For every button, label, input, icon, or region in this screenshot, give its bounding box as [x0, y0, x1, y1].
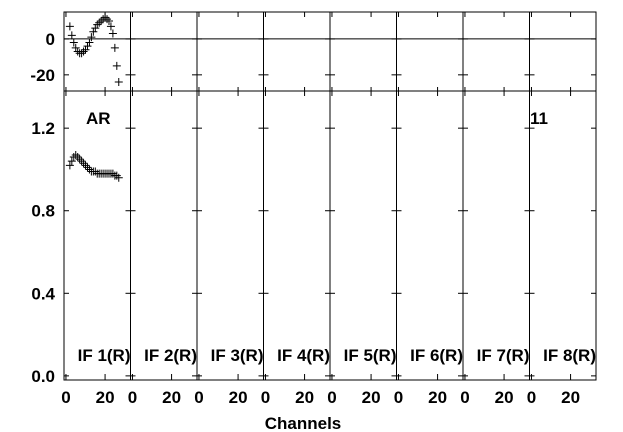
- panel-label-if2: IF 2(R): [144, 346, 197, 365]
- panel-label-if1: IF 1(R): [78, 346, 131, 365]
- amp-y-tick-label: 0.0: [31, 367, 55, 386]
- x-tick-label: 20: [428, 388, 447, 407]
- amp-frame-4: [263, 90, 331, 381]
- panel-label-if8: IF 8(R): [543, 346, 596, 365]
- phase-point: [85, 38, 94, 47]
- panel-label-if5: IF 5(R): [344, 346, 397, 365]
- x-tick-label: 0: [128, 388, 137, 407]
- phase-point: [93, 20, 102, 29]
- x-tick-label: 20: [162, 388, 181, 407]
- phase-point: [89, 27, 98, 36]
- phase-point: [97, 16, 106, 25]
- panel-label-if3: IF 3(R): [211, 346, 264, 365]
- phase-point: [103, 15, 112, 24]
- phase-frame-4: [263, 11, 331, 92]
- phase-point: [69, 38, 78, 47]
- phase-point: [65, 22, 74, 31]
- axis-labels: 0 20 IF 1(R) 0 20 IF 2(R) 0 20 IF 3(R) 0 20 IF 4(R)…: [30, 30, 596, 407]
- phase-point: [81, 45, 90, 54]
- amp-frame-7: [462, 90, 530, 381]
- amp-point: [83, 163, 92, 172]
- phase-y-tick-label: -20: [30, 66, 55, 85]
- amp-frame-8: [529, 90, 597, 381]
- x-tick-label: 20: [295, 388, 314, 407]
- amp-point: [79, 159, 88, 168]
- phase-series: [65, 13, 123, 87]
- amp-frame-5: [329, 90, 397, 381]
- x-tick-label: 0: [261, 388, 270, 407]
- x-tick-label: 0: [61, 388, 70, 407]
- amp-point: [81, 161, 90, 170]
- amp-frame-6: [396, 90, 464, 381]
- phase-point: [104, 16, 113, 25]
- panel-label-if7: IF 7(R): [477, 346, 530, 365]
- phase-y-tick-label: 0: [46, 30, 55, 49]
- amp-point: [67, 157, 76, 166]
- phase-point: [79, 47, 88, 56]
- amp-point: [112, 171, 121, 180]
- phase-frame-6: [396, 11, 464, 92]
- phase-point: [83, 42, 92, 51]
- phase-point: [71, 43, 80, 52]
- x-tick-label: 20: [495, 388, 514, 407]
- phase-point: [101, 13, 110, 22]
- amp-point: [75, 155, 84, 164]
- amp-y-tick-label: 1.2: [31, 119, 55, 138]
- amp-frame-3: [196, 90, 264, 381]
- amp-point: [91, 167, 100, 176]
- x-tick-label: 0: [394, 388, 403, 407]
- x-tick-label: 0: [527, 388, 536, 407]
- panel-label-if4: IF 4(R): [277, 346, 330, 365]
- amp-point: [71, 150, 80, 159]
- amp-point: [108, 169, 117, 178]
- amp-frame-1: [63, 90, 131, 381]
- phase-point: [87, 33, 96, 42]
- x-tick-label: 0: [460, 388, 469, 407]
- amp-frame-2: [130, 90, 198, 381]
- phase-point: [110, 43, 119, 52]
- x-tick-label: 20: [362, 388, 381, 407]
- amplitude-series: [65, 150, 123, 182]
- phase-frame-8: [529, 11, 597, 92]
- baseline-number: 11: [530, 109, 548, 128]
- x-tick-label: 20: [561, 388, 580, 407]
- phase-frame-3: [196, 11, 264, 92]
- amp-point: [65, 161, 74, 170]
- phase-frame-7: [462, 11, 530, 92]
- corner-label: AR: [86, 109, 111, 128]
- phase-point: [95, 18, 104, 27]
- amp-point: [85, 165, 94, 174]
- x-tick-label: 20: [96, 388, 115, 407]
- phase-point: [108, 29, 117, 38]
- phase-point: [106, 22, 115, 31]
- panel-frames: [63, 11, 597, 381]
- amp-y-tick-label: 0.8: [31, 202, 55, 221]
- x-tick-label: 0: [194, 388, 203, 407]
- amp-point: [114, 173, 123, 182]
- axis-ticks: [64, 12, 596, 380]
- phase-point: [112, 61, 121, 70]
- x-axis-title: Channels: [265, 414, 342, 432]
- panel-label-if6: IF 6(R): [410, 346, 463, 365]
- phase-point: [114, 78, 123, 87]
- phase-frame-5: [329, 11, 397, 92]
- amp-point: [77, 157, 86, 166]
- phase-frame-2: [130, 11, 198, 92]
- phase-point: [67, 31, 76, 40]
- amp-point: [73, 153, 82, 162]
- x-tick-label: 0: [327, 388, 336, 407]
- phase-point: [91, 24, 100, 33]
- phase-point: [77, 49, 86, 58]
- amp-y-tick-label: 0.4: [31, 284, 55, 303]
- x-tick-label: 20: [229, 388, 248, 407]
